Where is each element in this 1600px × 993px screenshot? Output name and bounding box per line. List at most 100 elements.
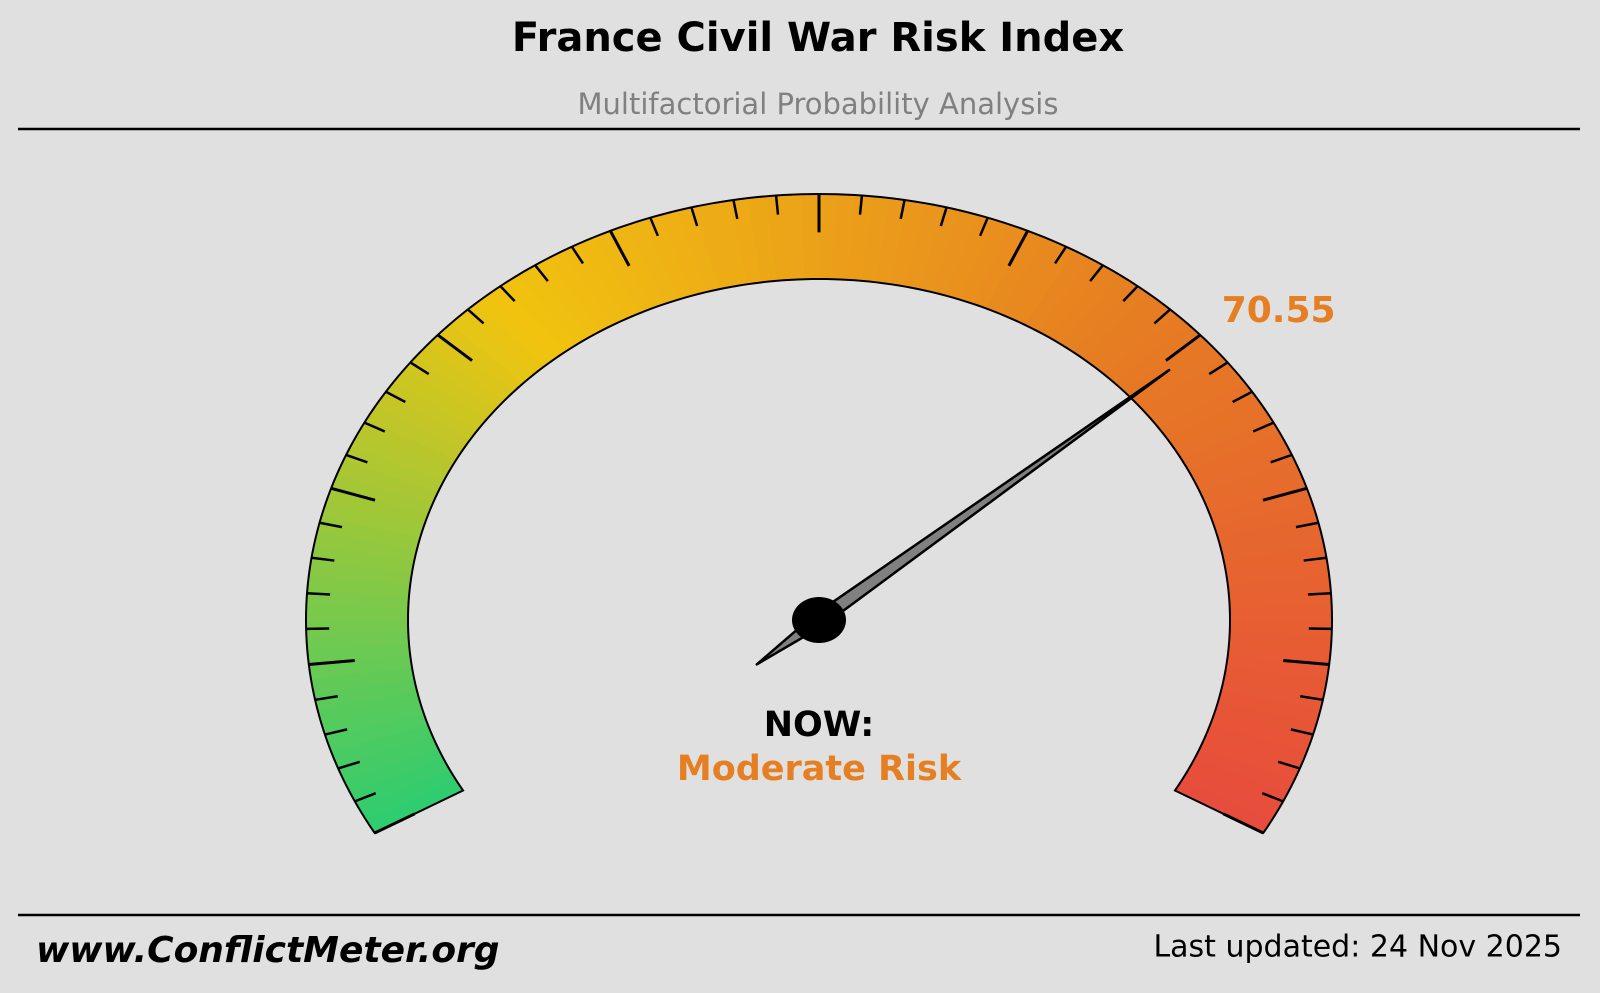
gauge-band [317,690,421,724]
gauge-band [1209,713,1313,753]
gauge-band [393,369,487,430]
gauge-band [307,643,411,665]
website: www.ConflictMeter.org [36,930,500,971]
gauge-band [313,530,418,561]
minor-tick [337,760,361,770]
gauge-band [861,196,892,283]
gauge-band [1048,266,1122,345]
minor-tick [1307,592,1332,596]
minor-tick [1232,390,1253,404]
gauge-outline [304,192,1334,835]
minor-tick [899,199,906,220]
gauge-band [1204,725,1307,767]
gauge-band [890,200,927,287]
gauge-band [562,243,627,325]
minor-tick [939,207,948,227]
minor-tick [1261,792,1284,803]
gauge-band [946,214,996,300]
gauge-band [1220,679,1325,710]
gauge-band [414,345,505,411]
chart-subtitle: Multifactorial Probability Analysis [578,87,1059,121]
major-tick [308,659,355,667]
gauge-band [306,604,409,620]
gauge-band [343,747,444,794]
gauge-band [712,200,749,287]
gauge-band [336,736,438,780]
minor-tick [649,217,660,237]
gauge-band [783,194,806,280]
gauge-band [847,195,874,281]
gauge-band [517,266,590,345]
gauge-band [765,194,792,281]
gauge-band [747,196,777,283]
gauge-band [1159,381,1255,440]
gauge-band [1104,313,1189,384]
minor-tick [690,207,699,227]
gauge-band [1167,394,1264,451]
gauge-band [972,225,1029,309]
minor-tick [1089,264,1104,282]
gauge-band [694,203,735,290]
gauge-band [610,224,666,309]
gauge-band [918,206,962,293]
minor-tick [774,195,780,215]
minor-tick [1270,453,1293,464]
gauge-band [819,194,838,280]
gauge-band [1217,690,1321,724]
gauge-band [1072,284,1150,360]
gauge-band [321,501,425,538]
gauge-band [1221,531,1325,562]
gauge-band [426,334,515,401]
gauge-band [503,274,579,352]
gauge-band [1225,655,1330,681]
minor-tick [1303,556,1327,562]
major-tick [374,812,416,835]
gauge-band [1214,502,1317,539]
gauge-band [310,545,415,573]
gauge-band [1227,643,1331,666]
gauge-band [1174,407,1273,461]
gauge-band [1036,258,1107,338]
major-tick [609,230,631,267]
major-tick [1262,486,1308,502]
gauge-band [1181,420,1281,472]
minor-tick [314,694,338,702]
gauge-band [1194,747,1295,794]
gauge-band [331,473,434,515]
gauge-band [437,323,524,392]
gauge-band [357,419,457,471]
minor-tick [409,361,430,376]
gauge-band [876,198,909,285]
gauge-band [643,214,693,300]
major-tick [1165,333,1202,362]
gauge-band [932,210,979,296]
gauge-band [1024,251,1092,332]
gauge-band [1083,293,1163,367]
gauge-band [959,219,1013,305]
major-tick [1283,659,1330,667]
value-label: 70.55 [1222,290,1336,331]
status: Moderate Risk [677,749,962,789]
minor-tick [324,728,348,736]
minor-tick [1252,421,1275,433]
minor-tick [1300,694,1324,702]
gauge-band [1217,516,1321,550]
gauge-band [547,250,615,331]
gauge-band [325,487,429,527]
gauge-band [1205,474,1308,516]
major-tick [1222,812,1264,835]
gauge-band [1133,346,1224,411]
gauge-band [999,237,1061,320]
minor-tick [1290,728,1314,736]
minor-tick [1053,246,1068,265]
gauge-band [1188,433,1289,482]
gauge-band [1226,560,1330,585]
gauge-band [310,666,415,694]
minor-tick [354,792,377,803]
minor-tick [1153,308,1172,325]
needle-hub [792,597,846,643]
gauge-band [904,203,944,290]
gauge-band [350,432,450,482]
